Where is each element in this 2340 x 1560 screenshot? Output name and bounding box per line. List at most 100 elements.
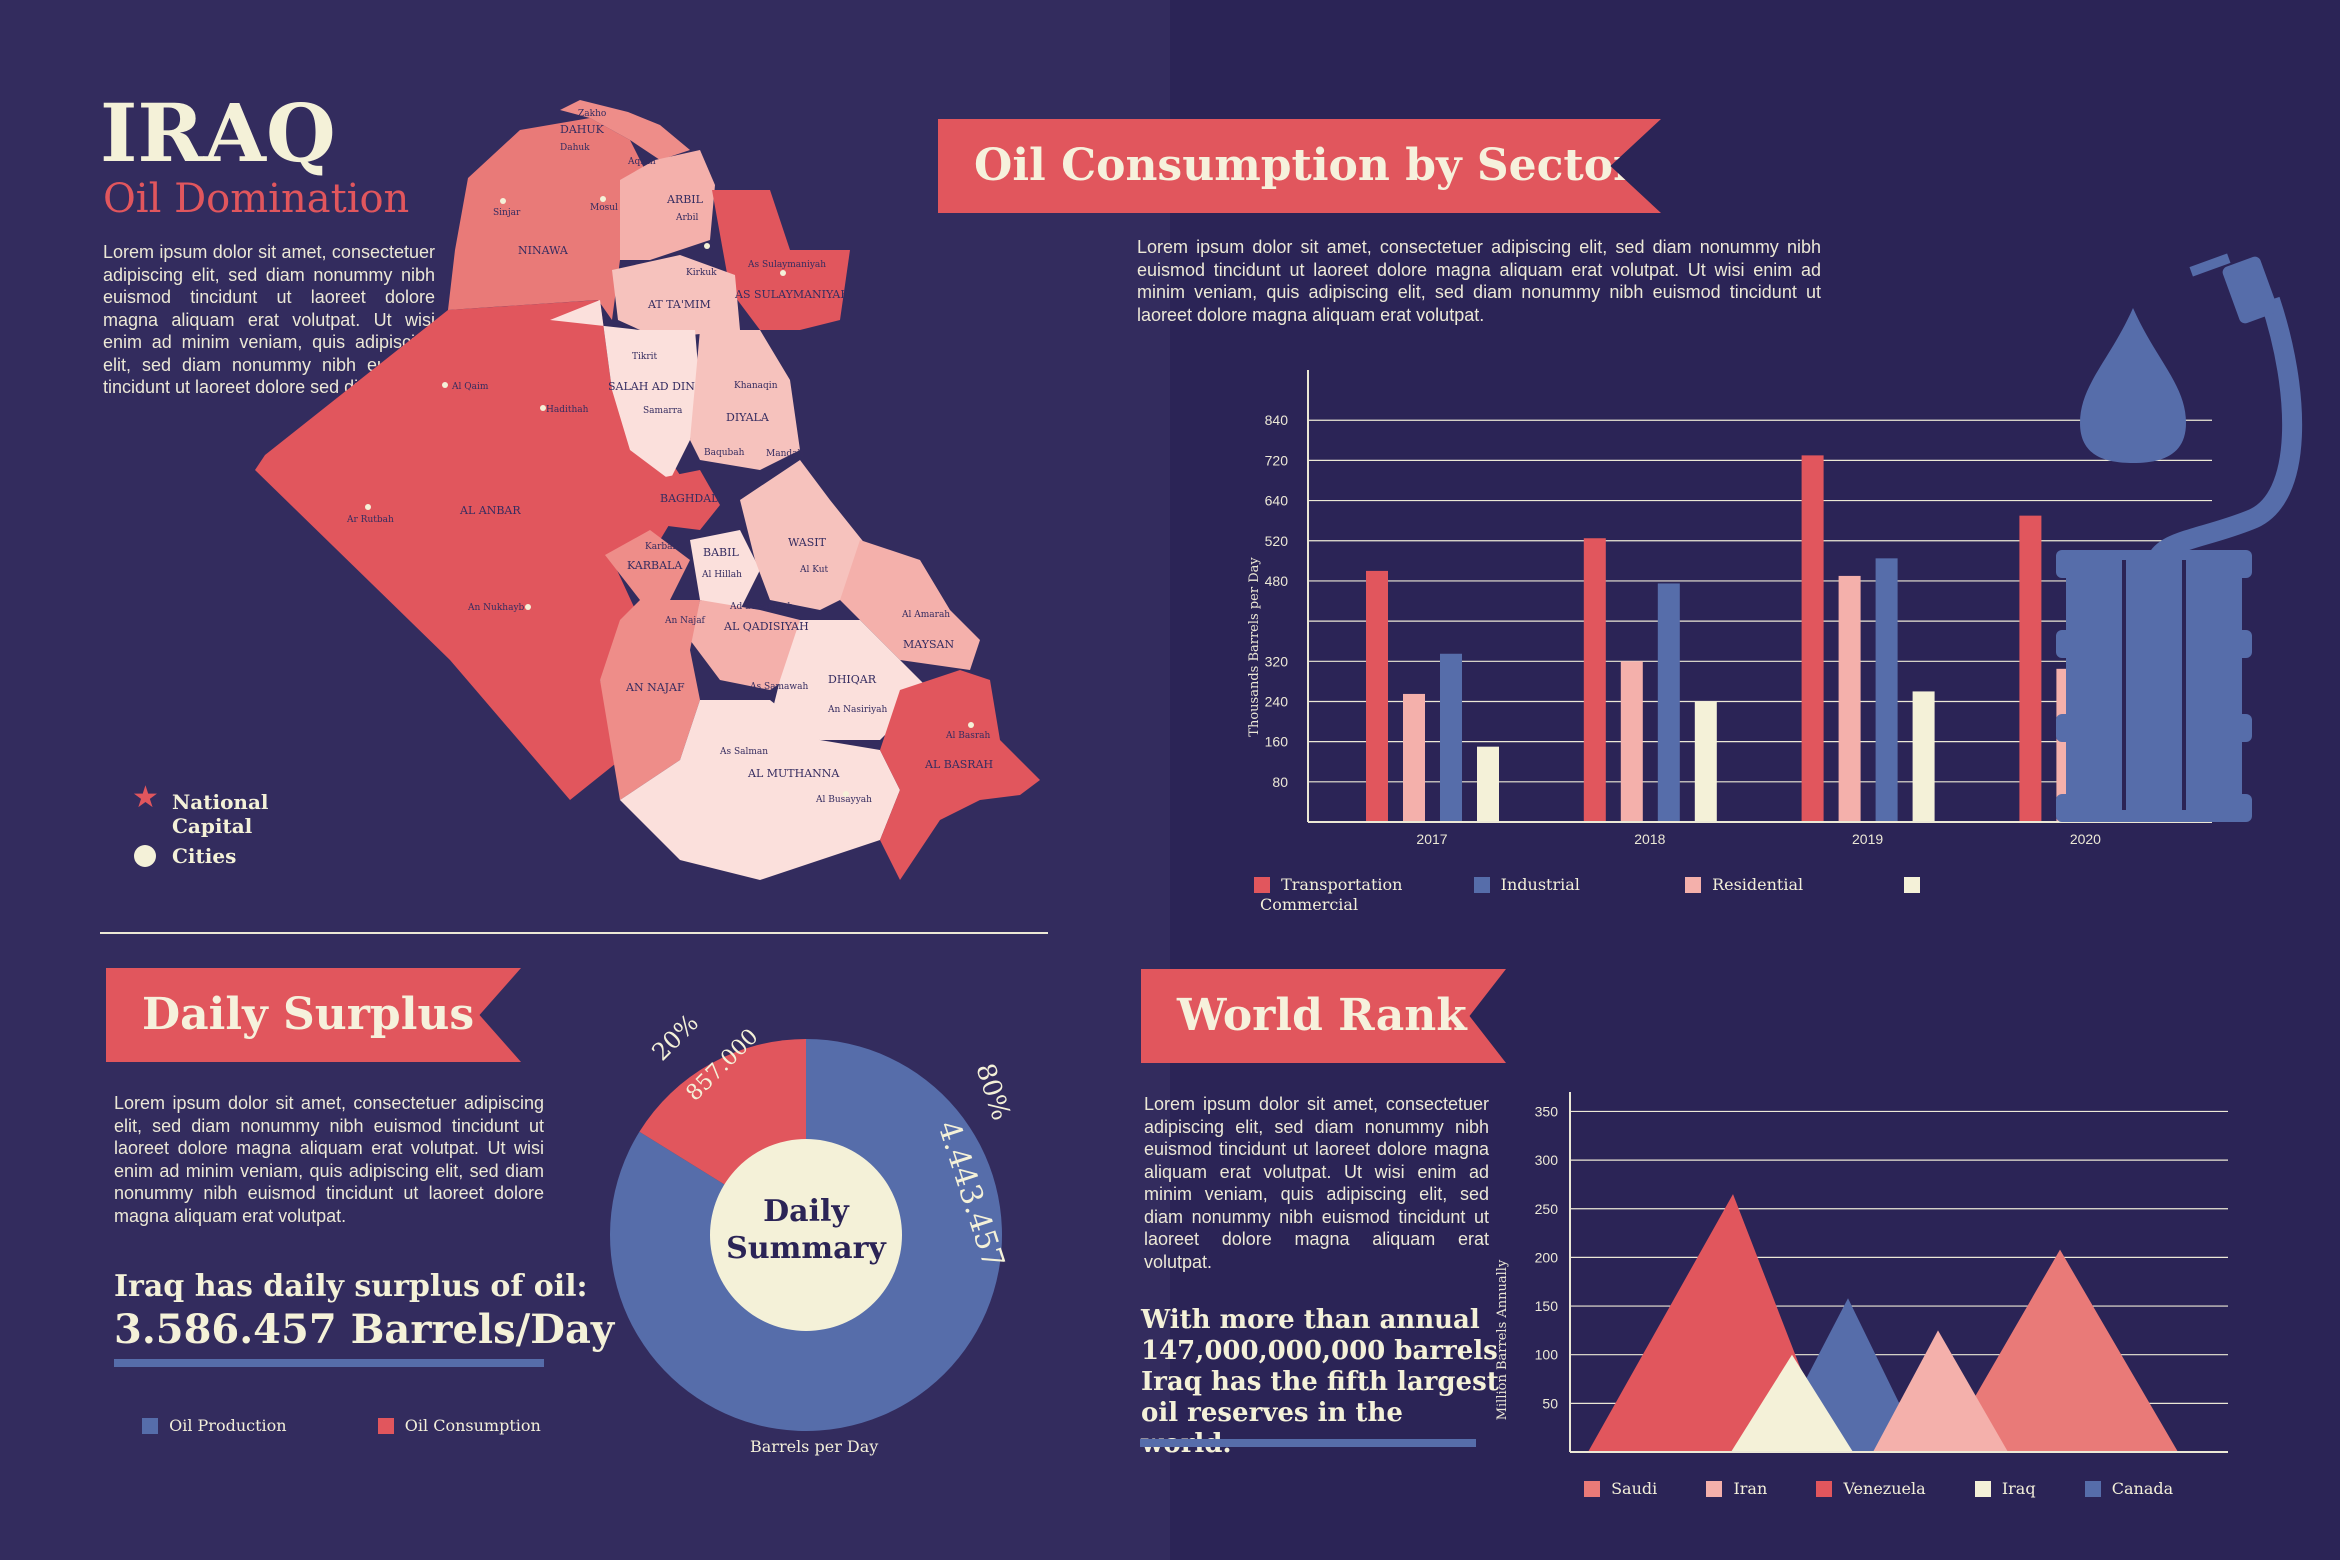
city-label: An Nukhayb (467, 603, 525, 613)
legend-swatch-iran (1706, 1480, 1723, 1497)
region-label-salah-ad-din: SALAH AD DIN (608, 380, 695, 393)
world-rank-heading: World Rank (1141, 969, 1506, 1063)
city-label: As Samawah (749, 682, 808, 692)
y-tick-label: 640 (1265, 493, 1289, 509)
legend-swatch-production (142, 1417, 158, 1434)
oil-barrel-illustration (2056, 253, 2303, 822)
surplus-statement: Iraq has daily surplus of oil: (114, 1269, 588, 1304)
bar-industrial-2019 (1875, 558, 1898, 822)
city-label: Hadithah (546, 405, 589, 415)
oil-barrel-icon (2056, 550, 2252, 822)
y-tick-label: 200 (1535, 1249, 1559, 1265)
map-region-wasit (740, 460, 870, 610)
bar-commercial-2017 (1477, 746, 1499, 822)
page-title: IRAQ (100, 86, 336, 180)
city-label: Karbala (645, 542, 681, 552)
legend-cities-label: Cities (172, 844, 237, 868)
map-city-dots (365, 196, 974, 797)
left-page: IRAQ Oil Domination Lorem ipsum dolor si… (100, 86, 1048, 1456)
world-rank-paragraph: Lorem ipsum dolor sit amet, consectetuer… (1144, 1094, 1489, 1272)
bar-transportation-2017 (1366, 570, 1388, 822)
y-tick-label: 250 (1535, 1201, 1559, 1217)
city-label: An Najaf (664, 616, 706, 626)
legend-swatch-transportation (1254, 876, 1270, 893)
region-label-tamim: AT TA'MIM (647, 298, 711, 311)
mountain-venezuela (1943, 1249, 2178, 1452)
y-tick-label: 320 (1265, 653, 1289, 669)
region-label-ninawa: NINAWA (518, 244, 569, 257)
map-region-babil (690, 530, 760, 610)
map-region-dahuk (560, 100, 690, 160)
surplus-value: 3.586.457 Barrels/Day (114, 1306, 615, 1353)
y-tick-label: 150 (1535, 1298, 1559, 1314)
map-region-sulaymaniyah (712, 190, 850, 330)
city-label: Ar Rutbah (346, 515, 394, 525)
legend-label-canada: Canada (2111, 1479, 2174, 1498)
legend-label-commercial: Commercial (1260, 895, 1359, 914)
region-label-muthanna: AL MUTHANNA (747, 767, 840, 780)
oil-consumption-heading: Oil Consumption by Sector (938, 119, 1661, 213)
city-label: Al Kut (799, 565, 829, 575)
region-label-basrah: AL BASRAH (924, 758, 993, 771)
intro-text: Lorem ipsum dolor sit amet, consectetuer… (103, 242, 435, 397)
city-label: As Sulaymaniyah (747, 260, 826, 270)
legend-swatch-industrial (1473, 876, 1490, 893)
city-label: Baqubah (704, 448, 745, 458)
map-region-karbala (605, 530, 690, 600)
legend-swatch-iraq (1974, 1480, 1991, 1497)
world-rank-underline (1140, 1439, 1476, 1447)
legend-label-industrial: Industrial (1500, 875, 1580, 894)
y-tick-label: 240 (1265, 693, 1289, 709)
page-subtitle: Oil Domination (103, 176, 410, 222)
city-label: Khanaqin (734, 381, 778, 391)
city-label: Tikrit (632, 352, 658, 362)
x-tick-label: 2020 (2070, 831, 2101, 847)
legend-swatch-canada (2084, 1480, 2101, 1497)
oil-consumption-paragraph: Lorem ipsum dolor sit amet, consectetuer… (1137, 237, 1821, 325)
region-label-diyala: DIYALA (726, 411, 770, 424)
rank-chart-y-labels: 50 100 150 200 250 300 350 (1535, 1103, 1559, 1411)
map-city-labels: Zakho Dahuk Aqrah Sinjar Mosul Arbil Kir… (346, 109, 991, 805)
y-tick-label: 520 (1265, 533, 1289, 549)
map-region-qadisiyah (690, 600, 815, 690)
region-label-maysan: MAYSAN (903, 638, 955, 651)
mountain-iraq (1731, 1354, 1853, 1452)
donut-percent-consumption: 20% (646, 1009, 704, 1067)
map-region-ninawa (448, 118, 655, 320)
statement-line2: 147,000,000,000 barrels (1141, 1336, 1498, 1366)
bar-chart-legend: Transportation Industrial Residential Co… (1254, 874, 1974, 914)
right-page: Oil Consumption by Sector Lorem ipsum do… (938, 0, 2340, 1560)
map-region-muthanna (620, 700, 900, 880)
bar-residential-2018 (1620, 661, 1643, 822)
legend-capital-label: National Capital (172, 790, 269, 838)
map-region-al-anbar (255, 300, 690, 800)
bar-transportation-2019 (1801, 455, 1824, 822)
legend-swatch-residential (1684, 876, 1701, 893)
region-label-dahuk: DAHUK (560, 123, 605, 136)
city-label: Samarra (643, 406, 683, 416)
star-icon: ★ (132, 780, 159, 815)
section-divider (100, 932, 1048, 934)
bar-commercial-2019 (1912, 691, 1935, 822)
map-region-labels: DAHUK NINAWA ARBIL AS SULAYMANIYAH AT TA… (459, 123, 993, 780)
fuel-nozzle-icon (2189, 253, 2278, 324)
donut-percent-production: 80% (969, 1060, 1015, 1124)
rank-chart-ylabel: Million Barrels Annually (1495, 1259, 1510, 1420)
donut-legend: Oil Production Oil Consumption (142, 1415, 541, 1435)
city-label: Ad Diwaniyah (729, 602, 793, 612)
map-region-salah-ad-din (550, 300, 700, 480)
region-label-al-anbar: AL ANBAR (459, 504, 521, 517)
city-label: Aqrah (627, 157, 656, 167)
surplus-underline (114, 1359, 544, 1367)
x-tick-label: 2019 (1852, 831, 1883, 847)
city-label: Al Busayyah (815, 795, 872, 805)
statement-line3: Iraq has the fifth largest (1141, 1367, 1499, 1397)
y-tick-label: 80 (1272, 774, 1288, 790)
region-label-sulaymaniyah: AS SULAYMANIYAH (734, 288, 850, 301)
map-region-najaf (600, 600, 700, 800)
legend-label-residential: Residential (1712, 875, 1804, 894)
city-label: Dahuk (560, 143, 590, 153)
donut-center (710, 1139, 902, 1331)
region-label-babil: BABIL (703, 546, 739, 559)
legend-label-transportation: Transportation (1281, 875, 1403, 894)
